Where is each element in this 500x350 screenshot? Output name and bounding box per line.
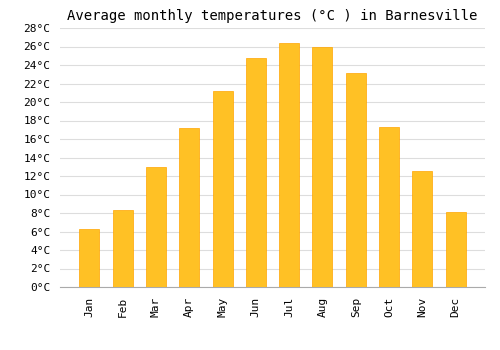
Bar xyxy=(246,58,266,287)
Bar xyxy=(379,127,399,287)
Bar xyxy=(212,91,233,287)
Bar xyxy=(112,210,132,287)
Bar xyxy=(446,212,466,287)
Title: Average monthly temperatures (°C ) in Barnesville: Average monthly temperatures (°C ) in Ba… xyxy=(68,9,478,23)
Bar xyxy=(179,128,199,287)
Bar xyxy=(346,74,366,287)
Bar xyxy=(80,229,100,287)
Bar xyxy=(146,167,166,287)
Bar xyxy=(412,172,432,287)
Bar xyxy=(279,43,299,287)
Bar xyxy=(312,47,332,287)
